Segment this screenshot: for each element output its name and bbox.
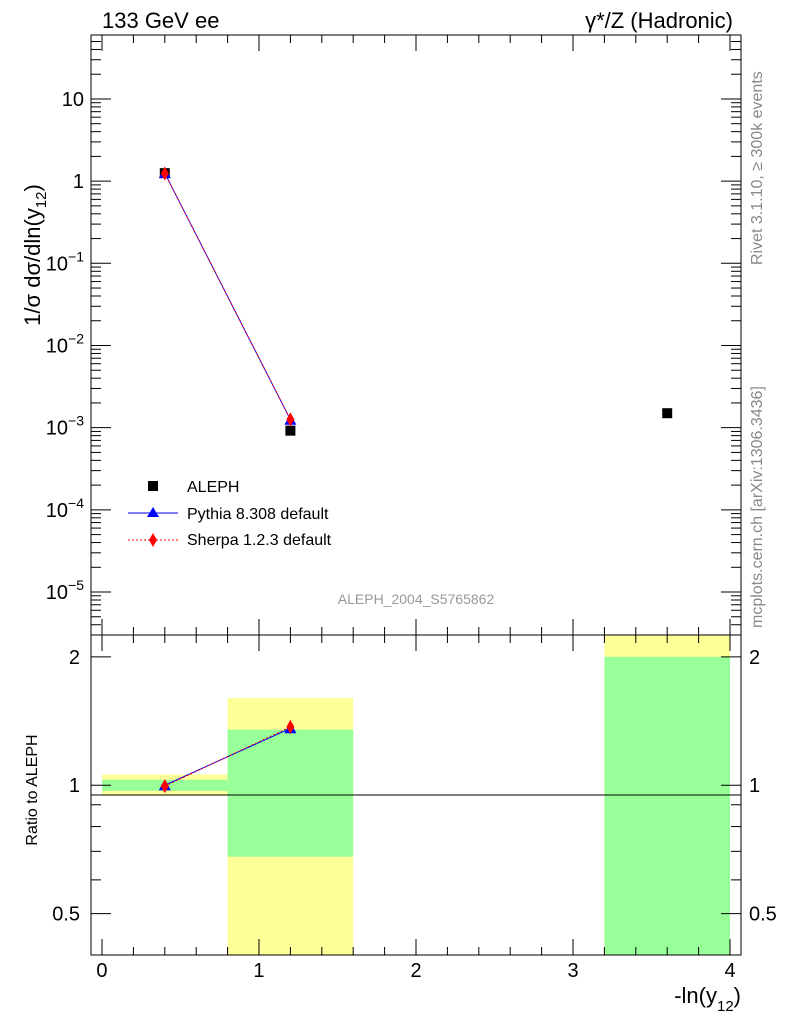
ratio-markers [158,719,297,794]
main-markers [158,166,673,436]
ratio-ylabel: Ratio to ALEPH [24,734,41,845]
ratio-ytick-label-left: 0.5 [52,904,80,926]
aleph-point [285,425,296,436]
ratio-panel: 2 2 1 1 0.5 0.5 0 1 2 3 4 Ratio to ALEPH -ln(y12) [24,634,777,1015]
legend-entry-aleph: ALEPH [148,479,239,496]
analysis-id: ALEPH_2004_S5765862 [338,591,495,607]
legend-pythia-label: Pythia 8.308 default [187,506,329,523]
legend-sherpa-marker [149,533,157,547]
aleph-point [662,408,673,419]
header-right: γ*/Z (Hadronic) [585,8,733,33]
ratio-sherpa-point [286,719,295,734]
ratio-band-green [604,656,731,955]
legend-aleph-marker [148,481,158,491]
legend-entry-pythia: Pythia 8.308 default [128,506,329,523]
xtick-label: 4 [724,960,735,982]
ratio-ytick-label-right: 0.5 [749,904,777,926]
rivet-label: Rivet 3.1.10, ≥ 300k events [749,71,766,265]
legend: ALEPH Pythia 8.308 default Sherpa 1.2.3 … [128,479,332,549]
main-ticks [91,34,741,636]
main-lines [164,172,291,420]
xtick-label: 3 [567,960,578,982]
main-ytick-label: 10 [62,89,84,111]
legend-pythia-marker [147,507,159,517]
main-ytick-label: 10−5 [46,577,84,604]
ratio-ytick-label-right: 2 [749,647,760,669]
ratio-sherpa-point [160,779,169,794]
main-ytick-label: 10−3 [46,413,84,440]
mcplots-label: mcplots.cern.ch [arXiv:1306.3436] [749,386,766,628]
ratio-ticks [91,635,741,956]
ratio-ytick-label-right: 1 [749,775,760,797]
legend-entry-sherpa: Sherpa 1.2.3 default [128,532,332,549]
header-left: 133 GeV ee [102,8,219,33]
ratio-sherpa-line [164,726,291,787]
main-ytick-label: 10−4 [46,495,84,522]
legend-sherpa-label: Sherpa 1.2.3 default [187,532,332,549]
x-axis-label: -ln(y12) [674,983,741,1015]
ratio-lines [164,726,291,787]
main-ytick-labels: 10 1 10−1 10−2 10−3 10−4 10−5 [46,89,84,604]
ratio-band-green [227,729,354,857]
ratio-ytick-label-left: 2 [69,647,80,669]
main-ytick-label: 10−1 [46,248,84,275]
sherpa-point [160,166,169,181]
sherpa-point [286,412,295,427]
xtick-labels: 0 1 2 3 4 [96,960,735,982]
xtick-label: 2 [410,960,421,982]
ratio-ytick-labels: 2 2 1 1 0.5 0.5 [52,647,777,926]
xtick-label: 0 [96,960,107,982]
legend-aleph-label: ALEPH [187,479,239,496]
main-ylabel: 1/σ dσ/dln(y12) [20,184,50,326]
xtick-label: 1 [253,960,264,982]
main-ytick-label: 10−2 [46,330,84,357]
main-ytick-label: 1 [73,171,84,193]
ratio-ytick-label-left: 1 [69,775,80,797]
